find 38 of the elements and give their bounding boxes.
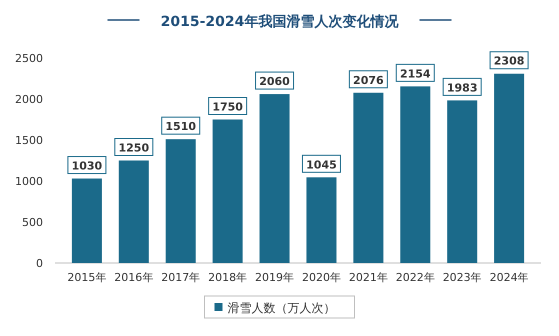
legend-label: 滑雪人数（万人次）: [228, 301, 336, 315]
x-tick-label: 2016年: [114, 271, 154, 284]
chart-title: 2015-2024年我国滑雪人次变化情况: [160, 13, 400, 30]
x-tick-label: 2017年: [161, 271, 200, 284]
data-label: 1250: [118, 142, 150, 154]
bar: [166, 139, 196, 263]
data-label: 2308: [494, 54, 524, 68]
bar: [212, 120, 243, 263]
bar: [494, 74, 524, 263]
bar: [260, 94, 290, 263]
data-label: 1983: [446, 81, 478, 94]
x-tick-label: 2020年: [302, 271, 341, 284]
x-tick-label: 2024年: [490, 271, 529, 284]
y-tick-label: 0: [36, 257, 43, 270]
x-tick-label: 2019年: [255, 271, 294, 284]
data-label: 1510: [165, 120, 196, 134]
y-tick-label: 2500: [15, 52, 43, 65]
bar: [353, 92, 384, 263]
data-label: 1030: [72, 160, 103, 173]
y-tick-label: 500: [22, 216, 43, 229]
y-tick-label: 1000: [15, 175, 43, 188]
bar: [447, 100, 478, 263]
data-label: 2076: [353, 74, 384, 87]
bar: [72, 178, 102, 263]
y-tick-label: 1500: [15, 134, 43, 147]
bar: [306, 177, 336, 263]
x-tick-label: 2018年: [208, 271, 248, 284]
x-tick-label: 2021年: [348, 271, 388, 284]
x-tick-label: 2023年: [442, 271, 482, 284]
x-tick-label: 2022年: [396, 271, 435, 284]
bar: [400, 86, 430, 263]
y-tick-label: 2000: [15, 93, 43, 106]
data-label: 1045: [306, 158, 337, 172]
data-label: 2060: [259, 75, 290, 88]
bar: [118, 160, 149, 263]
data-label: 2154: [400, 67, 431, 80]
data-label: 1750: [212, 100, 244, 114]
x-tick-label: 2015年: [67, 271, 106, 284]
